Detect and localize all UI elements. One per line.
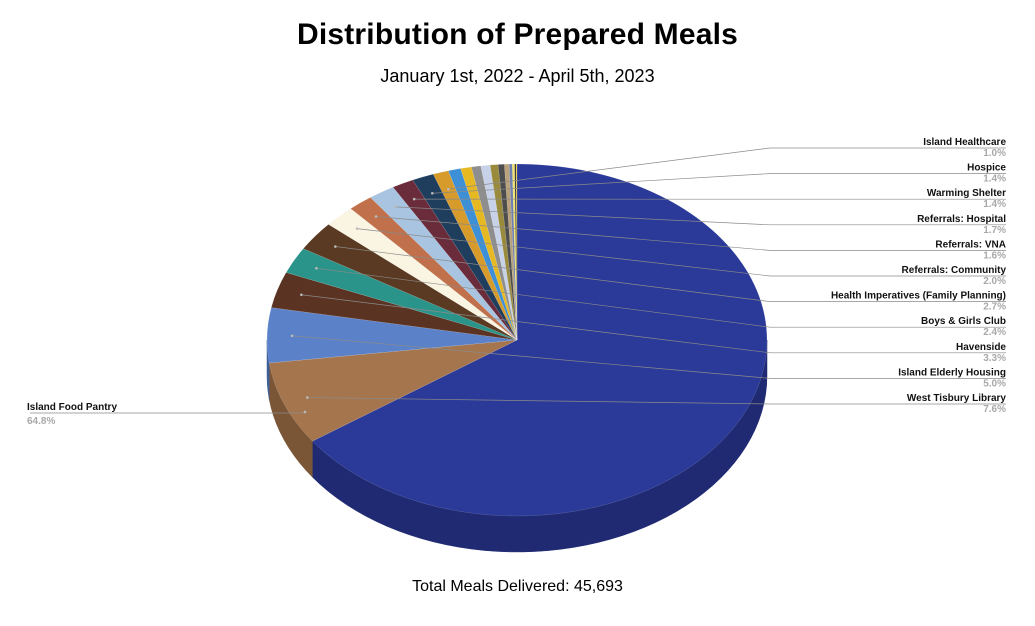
slice-percent: 1.4% bbox=[983, 199, 1006, 210]
leader-line bbox=[376, 216, 1006, 251]
total-meals-footer: Total Meals Delivered: 45,693 bbox=[412, 578, 623, 595]
leader-line bbox=[395, 206, 1006, 226]
pie-slice-island-elderly-housing bbox=[266, 307, 518, 364]
slice-label: Referrals: Community bbox=[902, 265, 1007, 276]
chart-subtitle: January 1st, 2022 - April 5th, 2023 bbox=[380, 66, 655, 86]
slice-label: Warming Shelter bbox=[927, 188, 1006, 199]
leader-anchor-dot bbox=[374, 215, 378, 218]
pie-slice bbox=[497, 164, 518, 341]
leader-line bbox=[356, 228, 1006, 277]
slice-label: Hospice bbox=[967, 163, 1006, 174]
leader-line bbox=[448, 147, 1006, 190]
pie-slice-hospice bbox=[412, 173, 518, 341]
leader-line bbox=[301, 294, 1006, 354]
leader-line bbox=[307, 397, 1006, 405]
pie-slice bbox=[448, 168, 518, 341]
pie-slice bbox=[516, 163, 518, 341]
pie-labels: Island Healthcare1.0%Hospice1.4%Warming … bbox=[27, 137, 1006, 427]
pie-leaders bbox=[30, 147, 1006, 414]
pie-tops bbox=[266, 163, 768, 517]
leader-anchor-dot bbox=[306, 396, 309, 399]
pie-slice bbox=[471, 165, 518, 341]
slice-percent: 2.0% bbox=[983, 276, 1006, 287]
leader-line bbox=[335, 246, 1006, 302]
slice-label: West Tisbury Library bbox=[907, 393, 1007, 404]
leader-anchor-dot bbox=[300, 293, 303, 297]
pie-slice-west-tisbury-library bbox=[268, 339, 518, 442]
slice-label: Island Elderly Housing bbox=[898, 367, 1006, 378]
slice-percent: 2.4% bbox=[983, 327, 1006, 338]
pie-slice-island-food-pantry bbox=[312, 163, 768, 517]
slice-percent: 7.6% bbox=[983, 404, 1006, 415]
slice-percent: 3.3% bbox=[983, 353, 1006, 364]
slice-label: Referrals: VNA bbox=[935, 239, 1006, 250]
pie-slice-boys-girls-club bbox=[285, 248, 518, 341]
pie-slice bbox=[514, 163, 518, 341]
leader-anchor-dot bbox=[334, 245, 337, 248]
slice-percent: 1.7% bbox=[983, 225, 1006, 236]
slice-label: Boys & Girls Club bbox=[921, 316, 1006, 327]
pie-slice-island-healthcare bbox=[432, 170, 518, 341]
pie-slice bbox=[512, 163, 518, 341]
slice-label: Island Food Pantry bbox=[27, 402, 117, 413]
leader-line bbox=[432, 173, 1006, 194]
pie-slice bbox=[504, 163, 518, 341]
leader-anchor-dot bbox=[393, 205, 397, 209]
leader-anchor-dot bbox=[290, 334, 294, 338]
leader-anchor-dot bbox=[315, 266, 318, 270]
leader-anchor-dot bbox=[430, 191, 434, 195]
slice-label: Referrals: Hospital bbox=[917, 214, 1006, 225]
pie-slice-referrals-community bbox=[328, 208, 518, 341]
pie-slice bbox=[480, 164, 518, 341]
slice-label: Island Healthcare bbox=[923, 137, 1006, 148]
leader-anchor-dot bbox=[447, 187, 450, 191]
leader-anchor-dot bbox=[303, 410, 307, 414]
pie-slice-health-imperatives-family-planning bbox=[302, 224, 518, 341]
pie-slice-referrals-hospital bbox=[370, 186, 518, 341]
slice-percent: 64.8% bbox=[27, 416, 55, 427]
slice-label: Havenside bbox=[956, 342, 1006, 353]
leader-anchor-dot bbox=[412, 197, 416, 201]
leader-line bbox=[30, 411, 306, 414]
leader-line bbox=[292, 335, 1006, 379]
pie-slice bbox=[508, 163, 518, 341]
pie-slice bbox=[460, 166, 518, 341]
slice-percent: 2.7% bbox=[983, 302, 1006, 313]
leader-anchor-dot bbox=[355, 227, 359, 230]
pie-slice-referrals-vna bbox=[350, 197, 518, 341]
pie-slice-warming-shelter bbox=[392, 179, 518, 341]
slice-percent: 1.6% bbox=[983, 250, 1006, 261]
slice-percent: 5.0% bbox=[983, 378, 1006, 389]
leader-line bbox=[316, 267, 1006, 328]
slice-percent: 1.4% bbox=[983, 174, 1006, 185]
slice-percent: 1.0% bbox=[983, 148, 1006, 159]
chart-title: Distribution of Prepared Meals bbox=[296, 18, 739, 51]
slice-label: Health Imperatives (Family Planning) bbox=[831, 291, 1006, 302]
pie-slice bbox=[489, 164, 518, 341]
